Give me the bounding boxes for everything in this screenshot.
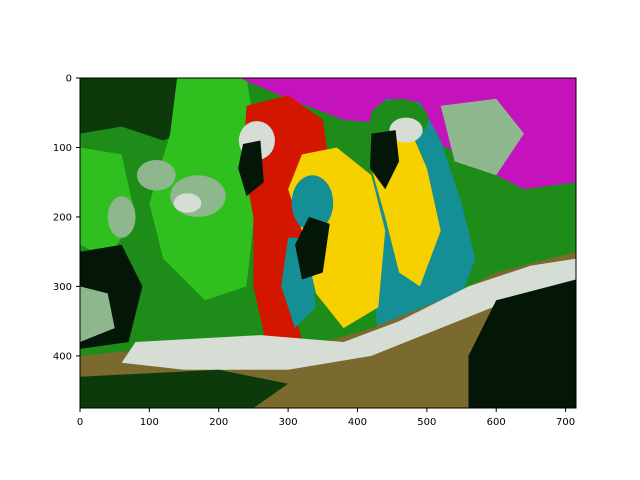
y-axis: 0 100 200 300 400 [53, 74, 80, 362]
y-tick-label: 200 [53, 212, 72, 223]
y-tick-label: 100 [53, 143, 72, 154]
x-tick-label: 0 [77, 417, 83, 428]
bg-sage-blob-3 [107, 196, 136, 238]
x-tick-label: 200 [209, 417, 228, 428]
bg-sage-blob-2 [136, 159, 176, 191]
bg-pale-blob [173, 193, 202, 213]
bg-sage-patch [440, 98, 524, 176]
y-tick-label: 0 [66, 74, 72, 85]
blue-macaw-face [389, 117, 423, 143]
bg-sage-bottom-left [80, 286, 115, 342]
x-axis: 0 100 200 300 400 500 600 700 [77, 408, 575, 428]
y-tick-label: 300 [53, 282, 72, 293]
y-tick-label: 400 [53, 351, 72, 362]
middle-macaw-head [291, 175, 334, 231]
x-tick-label: 500 [417, 417, 436, 428]
image-plot [80, 78, 576, 408]
middle-macaw-beak [295, 216, 330, 280]
x-tick-label: 700 [556, 417, 575, 428]
x-tick-label: 600 [487, 417, 506, 428]
branch-highlight [121, 258, 576, 370]
axes-frame [79, 77, 577, 409]
x-tick-label: 400 [348, 417, 367, 428]
branch-shadow-left [80, 369, 289, 408]
x-tick-label: 300 [279, 417, 298, 428]
x-tick-label: 100 [140, 417, 159, 428]
branch-shadow-right [468, 279, 576, 408]
blue-macaw-beak [370, 130, 400, 190]
red-macaw-beak [238, 140, 264, 197]
